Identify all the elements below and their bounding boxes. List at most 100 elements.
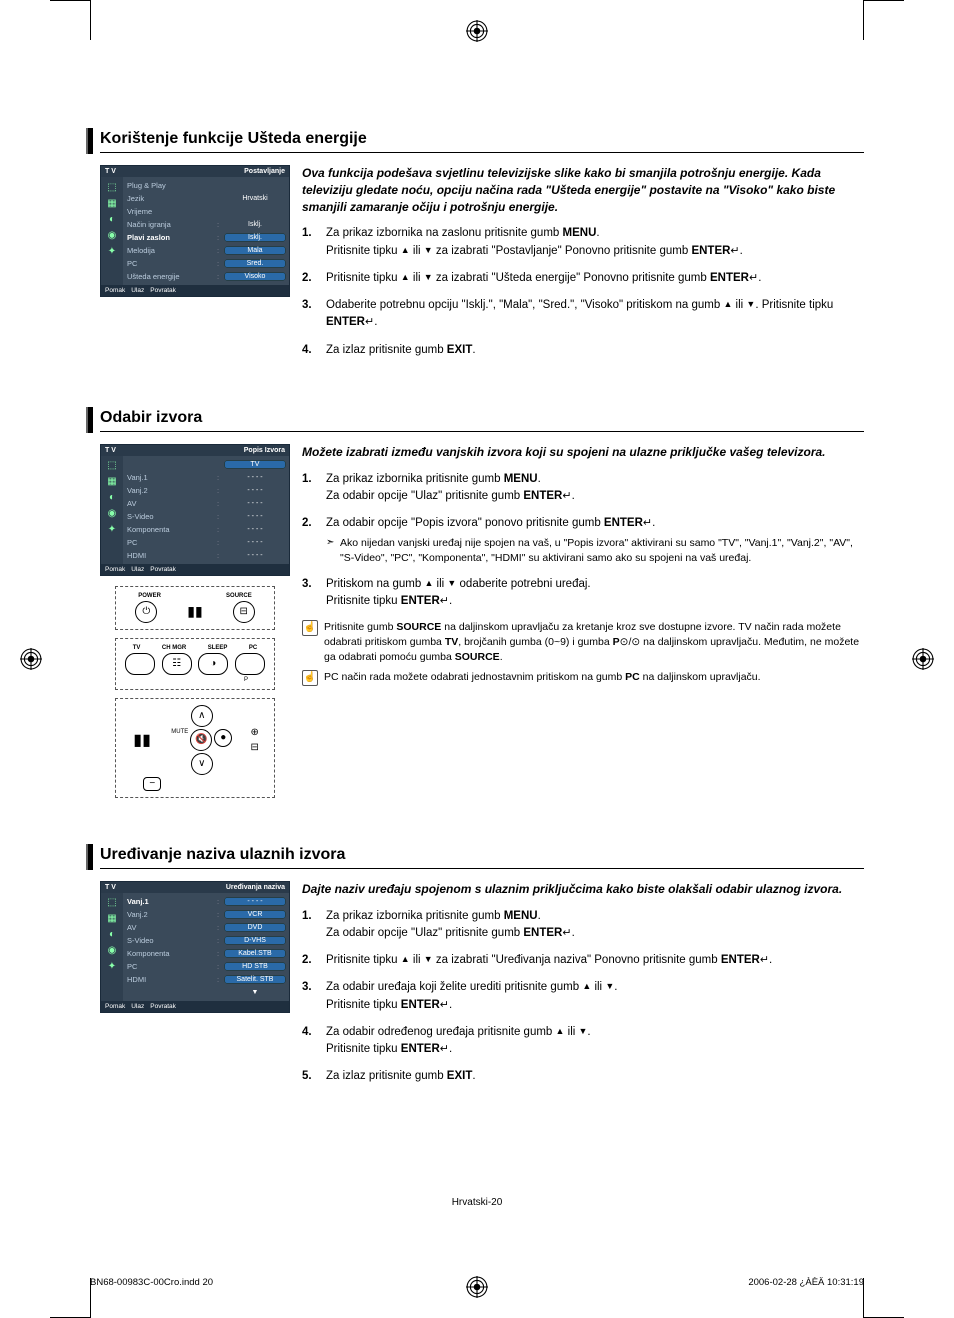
setup-icon: ✦ xyxy=(101,243,123,259)
enter-icon: ↵ xyxy=(760,954,769,966)
enter-icon: ↵ xyxy=(440,595,449,607)
enter-icon: ↵ xyxy=(643,517,652,529)
osd-row: PC:Sred. xyxy=(127,257,285,270)
hand-icon: ☝ xyxy=(302,670,318,686)
mute-icon: 🔇 xyxy=(190,729,212,751)
section-intro: Dajte naziv uređaju spojenom s ulaznim p… xyxy=(302,881,864,898)
section-title: Uređivanje naziva ulaznih izvora xyxy=(100,846,864,869)
osd-row: ▼ xyxy=(127,986,285,999)
osd-menu-edit-name: T VUređivanja naziva ⬚ ▦ ◐ ◉ ✦ Vanj.1:- … xyxy=(100,881,290,1013)
enter-icon: ↵ xyxy=(440,999,449,1011)
down-arrow-icon: ▼ xyxy=(746,299,755,309)
channel-icon: ◉ xyxy=(101,943,123,959)
info-note: ☝ PC način rada možete odabrati jednosta… xyxy=(302,670,864,685)
osd-title-right: Postavljanje xyxy=(244,168,285,175)
step-list: Za prikaz izbornika na zaslonu pritisnit… xyxy=(302,225,864,359)
enter-icon: ↵ xyxy=(562,927,571,939)
step: Za odabir uređaja koji želite urediti pr… xyxy=(302,979,864,1014)
section-source-select: Odabir izvora T VPopis Izvora ⬚ ▦ ◐ ◉ ✦ … xyxy=(100,409,864,806)
p-label: P xyxy=(244,677,248,683)
input-icon: ⬚ xyxy=(101,895,123,911)
p-up-icon: ⊙ xyxy=(620,636,629,648)
osd-row: Vanj.1:- - - - xyxy=(127,895,285,908)
picture-icon: ▦ xyxy=(101,195,123,211)
enter-icon: ↵ xyxy=(749,272,758,284)
enter-icon: ↵ xyxy=(562,490,571,502)
up-arrow-icon: ▲ xyxy=(401,245,410,255)
osd-row: AV:- - - - xyxy=(127,497,285,510)
down-arrow-icon: ▼ xyxy=(424,245,433,255)
osd-row: Komponenta:- - - - xyxy=(127,523,285,536)
enter-icon: ↵ xyxy=(730,245,739,257)
page-number: Hrvatski-20 xyxy=(0,1197,954,1208)
picture-icon: ▦ xyxy=(101,474,123,490)
remote-diagram-nav: ▮▮ ∧ MUTE 🔇 ● ∨ ⊕ ⊟ − xyxy=(115,698,275,798)
up-arrow-icon: ▲ xyxy=(582,981,591,991)
osd-row: Plavi zaslon:Isklj. xyxy=(127,231,285,244)
sound-icon: ◐ xyxy=(101,211,123,227)
crop-mark xyxy=(50,0,90,1)
step: Za izlaz pritisnite gumb EXIT. xyxy=(302,1068,864,1085)
osd-row: Način igranja:Isklj. xyxy=(127,218,285,231)
step: Pritisnite tipku ▲ ili ▼ za izabrati "Ur… xyxy=(302,952,864,969)
up-arrow-icon: ▲ xyxy=(401,272,410,282)
enter-icon: ↵ xyxy=(365,316,374,328)
step: Za izlaz pritisnite gumb EXIT. xyxy=(302,342,864,359)
osd-row: HDMI:- - - - xyxy=(127,549,285,562)
remote-diagram-mid: TVCH MGRSLEEPPC ☷◑ P xyxy=(115,638,275,690)
osd-row: Vrijeme xyxy=(127,205,285,218)
step: Odaberite potrebnu opciju "Isklj.", "Mal… xyxy=(302,297,864,332)
osd-menu-setup: T VPostavljanje ⬚ ▦ ◐ ◉ ✦ Plug & PlayJez… xyxy=(100,165,290,297)
osd-icon-column: ⬚ ▦ ◐ ◉ ✦ xyxy=(101,893,123,1001)
source-icon: ⊟ xyxy=(233,601,255,623)
registration-mark-icon xyxy=(912,648,934,670)
step: Pritisnite tipku ▲ ili ▼ za izabrati "Uš… xyxy=(302,270,864,287)
sound-icon: ◐ xyxy=(101,927,123,943)
osd-footer: Pomak Ulaz Povratak xyxy=(101,285,289,296)
osd-rows-2: TVVanj.1:- - - -Vanj.2:- - - -AV:- - - -… xyxy=(123,456,289,564)
channel-icon: ◉ xyxy=(101,506,123,522)
osd-icon-column: ⬚ ▦ ◐ ◉ ✦ xyxy=(101,177,123,285)
osd-row: S-Video:D-VHS xyxy=(127,934,285,947)
step: Za odabir određenog uređaja pritisnite g… xyxy=(302,1024,864,1059)
osd-title-left: T V xyxy=(105,168,116,175)
setup-icon: ✦ xyxy=(101,522,123,538)
enter-icon: ↵ xyxy=(440,1043,449,1055)
remote-diagram-top: POWERSOURCE ⏻▮▮⊟ xyxy=(115,586,275,630)
crop-mark xyxy=(864,0,904,1)
section-energy-saving: Korištenje funkcije Ušteda energije T V P… xyxy=(100,130,864,369)
footer-timestamp: 2006-02-28 ¿ÀÈÄ 10:31:19 xyxy=(748,1277,864,1288)
osd-row: HDMI:Satelit. STB xyxy=(127,973,285,986)
osd-row: AV:DVD xyxy=(127,921,285,934)
osd-footer: Pomak Ulaz Povratak xyxy=(101,564,289,575)
print-footer: BN68-00983C-00Cro.indd 20 2006-02-28 ¿ÀÈ… xyxy=(90,1277,864,1288)
down-arrow-icon: ▼ xyxy=(424,954,433,964)
osd-row: Vanj.2:- - - - xyxy=(127,484,285,497)
sound-icon: ◐ xyxy=(101,490,123,506)
osd-row: PC:- - - - xyxy=(127,536,285,549)
power-icon: ⏻ xyxy=(135,601,157,623)
osd-row: TV xyxy=(127,458,285,471)
step: Za prikaz izbornika na zaslonu pritisnit… xyxy=(302,225,864,260)
sub-note: Ako nijedan vanjski uređaj nije spojen n… xyxy=(326,536,864,565)
up-nav-icon: ∧ xyxy=(191,705,213,727)
step-list: Za prikaz izbornika pritisnite gumb MENU… xyxy=(302,471,864,611)
registration-mark-icon xyxy=(20,648,42,670)
info-note: ☝ Pritisnite gumb SOURCE na daljinskom u… xyxy=(302,620,864,664)
up-arrow-icon: ▲ xyxy=(401,954,410,964)
osd-icon-column: ⬚ ▦ ◐ ◉ ✦ xyxy=(101,456,123,564)
osd-row: Komponenta:Kabel.STB xyxy=(127,947,285,960)
setup-icon: ✦ xyxy=(101,959,123,975)
section-edit-name: Uređivanje naziva ulaznih izvora T VUređ… xyxy=(100,846,864,1096)
osd-row: Vanj.1:- - - - xyxy=(127,471,285,484)
section-title: Korištenje funkcije Ušteda energije xyxy=(100,130,864,153)
section-intro: Ova funkcija podešava svjetlinu televizi… xyxy=(302,165,864,215)
osd-row: Ušteda energije:Visoko xyxy=(127,270,285,283)
crop-mark xyxy=(90,0,91,40)
osd-row: Melodija:Mala xyxy=(127,244,285,257)
osd-menu-source-list: T VPopis Izvora ⬚ ▦ ◐ ◉ ✦ TVVanj.1:- - -… xyxy=(100,444,290,576)
step: Za odabir opcije "Popis izvora" ponovo p… xyxy=(302,515,864,566)
input-icon: ⬚ xyxy=(101,179,123,195)
input-icon: ⬚ xyxy=(101,458,123,474)
registration-mark-icon xyxy=(466,20,488,42)
